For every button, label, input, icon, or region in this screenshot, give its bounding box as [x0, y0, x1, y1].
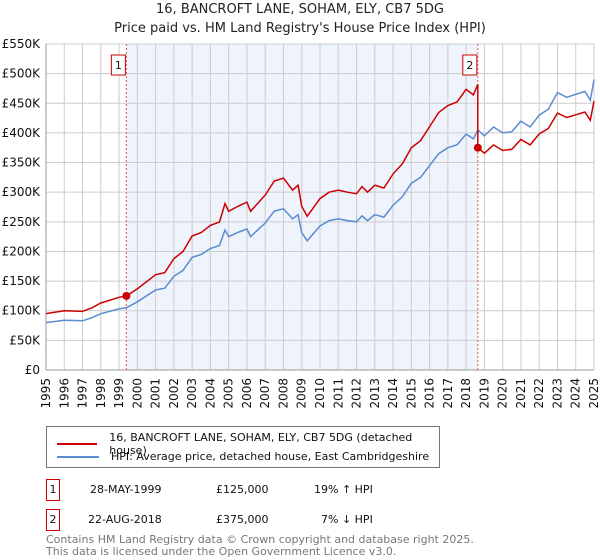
y-tick-label: £250K	[2, 215, 42, 229]
y-tick-label: £550K	[2, 37, 42, 51]
chart-title: 16, BANCROFT LANE, SOHAM, ELY, CB7 5DG	[156, 2, 444, 17]
legend-property: 16, BANCROFT LANE, SOHAM, ELY, CB7 5DG (…	[109, 431, 413, 457]
x-tick-label: 2006	[240, 378, 254, 409]
sale-badge-label: 2	[466, 59, 473, 72]
x-tick-label: 2015	[404, 378, 418, 409]
x-tick-label: 2014	[386, 378, 400, 409]
x-tick-label: 2008	[276, 378, 290, 409]
legend: 16, BANCROFT LANE, SOHAM, ELY, CB7 5DG (…	[46, 426, 440, 468]
x-tick-label: 2000	[130, 378, 144, 409]
transaction-badge: 1	[46, 479, 60, 501]
transaction-row: 1 28-MAY-1999 £125,000 19% ↑ HPI	[46, 479, 546, 501]
x-tick-label: 2022	[532, 378, 546, 409]
x-tick-label: 1996	[57, 378, 71, 409]
x-tick-label: 1999	[112, 378, 126, 409]
y-tick-label: £200K	[2, 244, 42, 258]
x-tick-label: 2025	[587, 378, 600, 409]
chart-subtitle: Price paid vs. HM Land Registry's House …	[114, 21, 486, 36]
x-tick-label: 2002	[167, 378, 181, 409]
x-tick-label: 2023	[550, 378, 564, 409]
transaction-row: 2 22-AUG-2018 £375,000 7% ↓ HPI	[46, 509, 546, 531]
legend-swatch-property	[57, 443, 98, 445]
x-tick-label: 2024	[569, 378, 583, 409]
y-tick-label: £150K	[2, 274, 42, 288]
x-tick-label: 2018	[459, 378, 473, 409]
y-tick-label: £500K	[2, 67, 42, 81]
y-tick-label: £50K	[9, 333, 41, 347]
x-tick-label: 2019	[477, 378, 491, 409]
transaction-delta: 19% ↑ HPI	[314, 483, 373, 496]
x-tick-label: 2011	[331, 378, 345, 409]
x-tick-label: 2009	[295, 378, 309, 409]
price-chart: £0 £50K £100K £150K £200K £250K £300K £350K £400…	[2, 37, 600, 409]
y-tick-label: £100K	[2, 304, 42, 318]
transaction-price: £375,000	[216, 513, 269, 526]
y-tick-label: £0	[25, 363, 40, 377]
sale-badge-box	[110, 54, 126, 76]
x-tick-label: 1998	[94, 378, 108, 409]
footer-licence: This data is licensed under the Open Gov…	[46, 545, 397, 558]
sale-point	[473, 143, 482, 152]
sale-badge-label: 1	[115, 59, 122, 72]
x-tick-label: 2017	[441, 378, 455, 409]
sale-badge-box	[462, 54, 478, 76]
y-tick-label: £400K	[2, 126, 42, 140]
x-tick-label: 2021	[514, 378, 528, 409]
transaction-badge: 2	[46, 509, 60, 531]
legend-hpi: HPI: Average price, detached house, East…	[111, 450, 430, 463]
y-tick-label: £300K	[2, 185, 42, 199]
transaction-date: 28-MAY-1999	[90, 483, 162, 496]
x-tick-label: 2012	[350, 378, 364, 409]
sale-point	[122, 291, 131, 300]
transaction-price: £125,000	[216, 483, 269, 496]
legend-swatch-hpi	[57, 455, 99, 458]
transaction-date: 22-AUG-2018	[88, 513, 162, 526]
hpi-series-line	[45, 79, 595, 324]
footer-copyright: Contains HM Land Registry data © Crown c…	[46, 533, 474, 546]
x-tick-label: 2013	[368, 378, 382, 409]
x-tick-label: 2005	[222, 378, 236, 409]
x-tick-label: 2016	[423, 378, 437, 409]
x-tick-label: 1995	[39, 378, 53, 409]
transaction-delta: 7% ↓ HPI	[321, 513, 373, 526]
y-tick-label: £450K	[2, 96, 42, 110]
y-tick-label: £350K	[2, 156, 42, 170]
x-tick-label: 2004	[203, 378, 217, 409]
x-tick-label: 2010	[313, 378, 327, 409]
x-tick-label: 1997	[76, 378, 90, 409]
x-tick-label: 2001	[149, 378, 163, 409]
property-series-line	[45, 84, 595, 315]
x-tick-label: 2020	[496, 378, 510, 409]
x-tick-label: 2003	[185, 378, 199, 409]
x-tick-label: 2007	[258, 378, 272, 409]
